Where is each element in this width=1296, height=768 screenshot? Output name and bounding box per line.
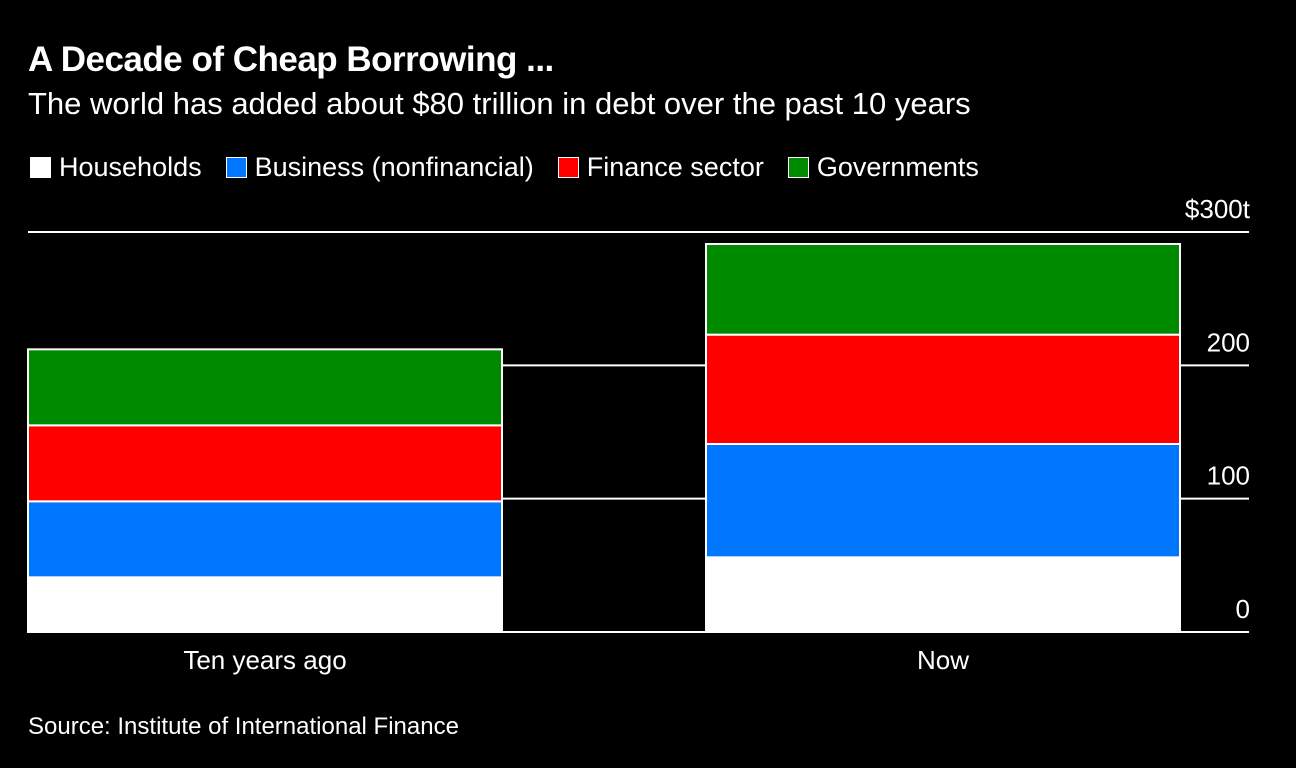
bar-segment-households-ten-years-ago (27, 576, 503, 633)
y-tick-label-200: 200 (1207, 327, 1250, 357)
x-tick-label-ten-years-ago: Ten years ago (183, 645, 346, 675)
chart-title: A Decade of Cheap Borrowing ... (28, 40, 554, 79)
legend-item-finance: Finance sector (557, 152, 764, 183)
legend-swatch-business (225, 157, 247, 178)
legend-swatch-finance (557, 157, 579, 178)
bar-segment-governments-now (705, 243, 1181, 336)
legend-swatch-governments (787, 157, 809, 178)
y-tick-label-100: 100 (1207, 461, 1250, 491)
y-tick-label-0: 0 (1236, 594, 1250, 624)
legend: Households Business (nonfinancial) Finan… (30, 152, 1003, 183)
legend-label-finance: Finance sector (586, 152, 764, 182)
legend-item-governments: Governments (787, 152, 979, 183)
y-tick-label-300: $300t (1185, 194, 1251, 224)
legend-label-governments: Governments (816, 152, 979, 182)
legend-swatch-households (30, 157, 51, 178)
legend-item-households: Households (30, 152, 202, 183)
bar-segment-finance-ten-years-ago (27, 424, 503, 503)
source-note: Source: Institute of International Finan… (28, 713, 459, 740)
x-tick-label-now: Now (917, 645, 969, 675)
chart-subtitle: The world has added about $80 trillion i… (28, 86, 971, 121)
bar-segment-governments-ten-years-ago (27, 348, 503, 427)
legend-label-households: Households (59, 152, 202, 182)
bar-segment-business-ten-years-ago (27, 500, 503, 579)
bar-segment-business-now (705, 443, 1181, 559)
bar-segment-finance-now (705, 333, 1181, 445)
legend-label-business: Business (nonfinancial) (254, 152, 534, 182)
bar-segment-households-now (705, 556, 1181, 633)
legend-item-business: Business (nonfinancial) (225, 152, 534, 183)
